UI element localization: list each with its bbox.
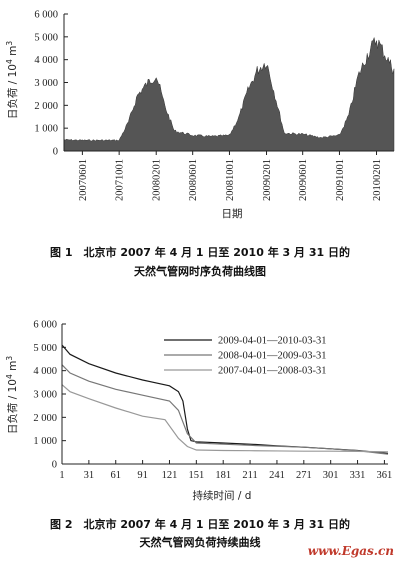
chart2-x-tick-label: 211 [242,470,257,481]
chart2-y-tick-label: 1 000 [33,436,57,447]
chart1-x-ticks: 20070601 20071001 20080201 20080601 20081001… [78,151,383,201]
figure1-caption-line2: 天然气管网时序负荷曲线图 [134,265,266,278]
chart2-series-line-3 [61,384,389,453]
chart2-x-tick-label: 331 [350,470,366,481]
chart2-x-tick-label: 271 [296,470,312,481]
chart2-x-tick-label: 31 [84,470,95,481]
chart1-y-axis-label: 日负荷 / 104 m3 [5,41,19,119]
chart2-x-axis-label: 持续时间 / d [193,489,252,502]
chart2-x-tick-label: 91 [137,470,148,481]
chart2-x-tick-label: 361 [377,470,393,481]
chart2-y-tick-label: 5 000 [33,343,57,354]
chart2-x-tick-label: 301 [323,470,339,481]
chart2-legend-label-3: 2007-04-01—2008-03-31 [218,366,327,377]
figure1-caption-line1: 图 1 北京市 2007 年 4 月 1 日至 2010 年 3 月 31 日的 [50,246,350,259]
chart2-y-tick-label: 4 000 [33,366,57,377]
chart2-x-ticks: 1 31 61 91 121 151 181 211 241 271 301 331 361 [59,460,392,481]
chart1-y-tick-label: 2 000 [34,101,58,112]
chart1-x-tick-label: 20100201 [372,159,383,201]
chart2-legend-label-2: 2008-04-01—2009-03-31 [218,351,327,362]
chart1-x-tick-label: 20080201 [152,159,163,201]
chart1-y-ticks: 0 1 000 2 000 3 000 4 000 5 000 6 000 [34,10,68,158]
chart2-x-tick-label: 241 [269,470,285,481]
chart1-x-tick-label: 20070601 [78,159,89,201]
chart2-series-line-2 [61,364,389,455]
chart2-y-ticks: 0 1 000 2 000 3 000 4 000 5 000 6 000 [33,320,66,471]
figure2-caption-line2: 天然气管网负荷持续曲线 [139,536,261,549]
chart1-x-tick-label: 20081001 [225,159,236,201]
chart2-y-axis-label: 日负荷 / 104 m3 [5,356,19,434]
chart1-y-tick-label: 1 000 [34,124,58,135]
figure2-caption-line1: 图 2 北京市 2007 年 4 月 1 日至 2010 年 3 月 31 日的 [50,518,350,531]
chart1-x-tick-label: 20071001 [115,159,126,201]
chart1-y-tick-label: 4 000 [34,55,58,66]
chart2-y-tick-label: 3 000 [33,390,57,401]
chart1-x-tick-label: 20090601 [298,159,309,201]
chart1-y-tick-label: 6 000 [34,10,58,21]
chart2-y-tick-label: 0 [52,460,57,471]
chart2-x-tick-label: 61 [110,470,121,481]
watermark-logo: www.Egas.cn [307,544,394,558]
chart1-x-axis-label: 日期 [222,208,243,220]
chart1-y-tick-label: 3 000 [34,78,58,89]
chart2-legend-label-1: 2009-04-01—2010-03-31 [218,336,327,347]
chart1-load-area [63,36,395,152]
chart2-x-tick-label: 181 [215,470,231,481]
chart1-x-tick-label: 20090201 [262,159,273,201]
chart1-x-tick-label: 20080601 [188,159,199,201]
chart1-load-time-series: 0 1 000 2 000 3 000 4 000 5 000 6 000 20070601… [5,10,395,220]
chart2-legend: 2009-04-01—2010-03-31 2008-04-01—2009-03-… [164,336,327,377]
chart1-x-tick-label: 20091001 [335,159,346,201]
chart2-y-tick-label: 2 000 [33,413,57,424]
chart1-y-tick-label: 5 000 [34,32,58,43]
chart2-x-tick-label: 1 [59,470,64,481]
chart2-y-tick-label: 6 000 [33,320,57,331]
chart2-series [61,344,389,455]
chart2-x-tick-label: 121 [162,470,178,481]
chart1-y-tick-label: 0 [53,147,58,158]
chart2-x-tick-label: 151 [188,470,204,481]
